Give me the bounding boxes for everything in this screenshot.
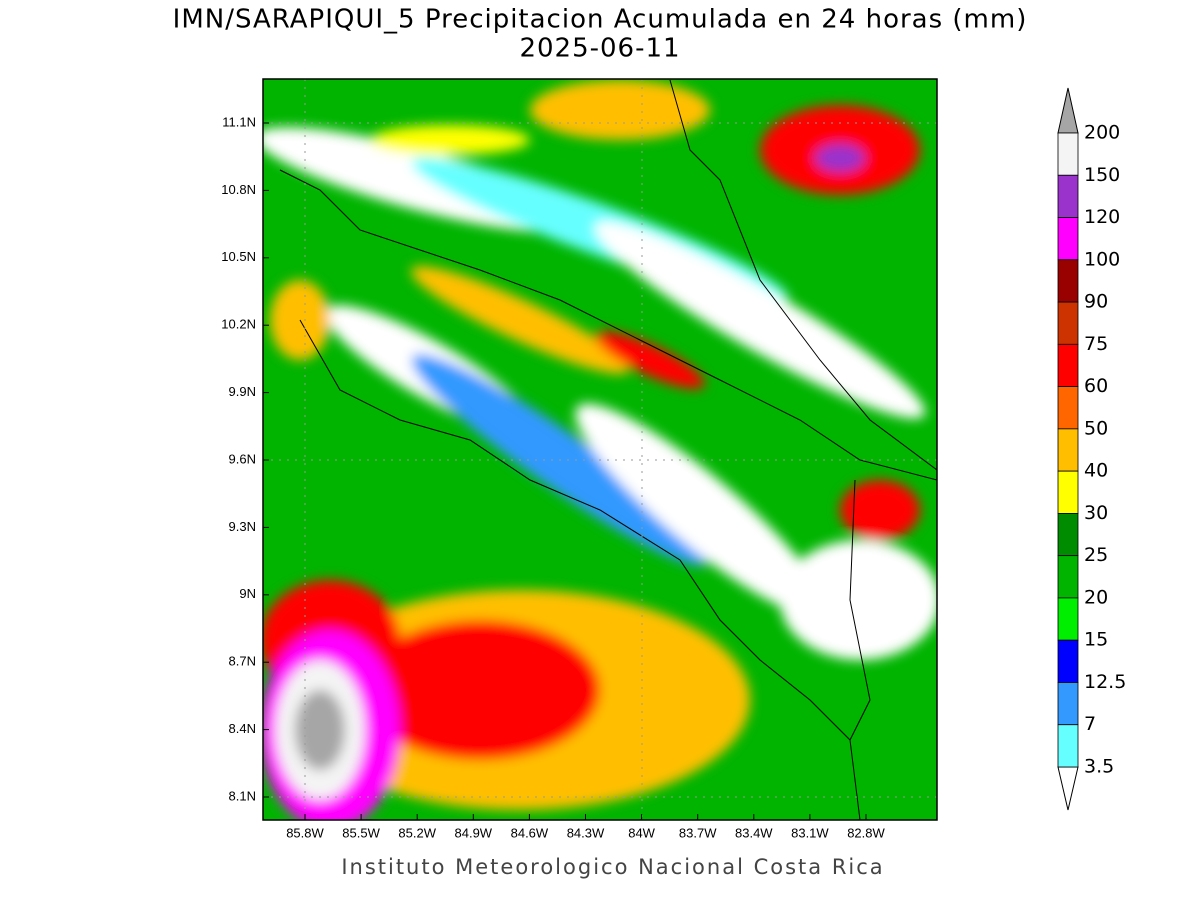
colorbar-box <box>1057 343 1079 388</box>
lon-tick-label: 85.2W <box>398 825 436 840</box>
lat-tick-label: 8.7N <box>229 654 256 669</box>
colorbar-box <box>1057 301 1079 345</box>
footer: Instituto Meteorologico Nacional Costa R… <box>341 855 884 879</box>
colorbar-over <box>1057 87 1079 134</box>
lon-tick-label: 83.7W <box>679 825 717 840</box>
colorbar-label: 40 <box>1084 460 1108 482</box>
lat-tick-label: 10.2N <box>221 317 256 332</box>
colorbar-label: 75 <box>1084 333 1108 355</box>
colorbar-box <box>1057 217 1079 261</box>
colorbar-label: 100 <box>1084 248 1120 270</box>
colorbar-label: 200 <box>1084 122 1120 144</box>
lat-tick-label: 9.6N <box>229 451 256 466</box>
precip-field <box>263 79 937 820</box>
lon-tick-label: 84.6W <box>511 825 549 840</box>
lat-tick-label: 9N <box>239 586 256 601</box>
colorbar-under <box>1057 766 1079 811</box>
title: IMN/SARAPIQUI_5 Precipitacion Acumulada … <box>173 5 1028 35</box>
subtitle: 2025-06-11 <box>519 34 680 64</box>
colorbar-label: 150 <box>1084 164 1120 186</box>
colorbar-label: 3.5 <box>1084 756 1114 778</box>
colorbar-box <box>1057 386 1079 430</box>
colorbar-label: 90 <box>1084 291 1108 313</box>
lat-tick-label: 8.4N <box>229 721 256 736</box>
lon-tick-label: 84.9W <box>455 825 493 840</box>
colorbar-box <box>1057 597 1079 641</box>
colorbar-label: 120 <box>1084 206 1120 228</box>
lon-tick-label: 82.8W <box>847 825 885 840</box>
colorbar-box <box>1057 682 1079 726</box>
lon-tick-label: 83.4W <box>735 825 773 840</box>
colorbar-label: 15 <box>1084 629 1108 651</box>
lon-tick-label: 83.1W <box>791 825 829 840</box>
colorbar-label: 60 <box>1084 375 1108 397</box>
colorbar-label: 30 <box>1084 502 1108 524</box>
lat-tick-label: 10.8N <box>221 182 256 197</box>
colorbar-box <box>1057 555 1079 599</box>
colorbar-box <box>1057 428 1079 472</box>
colorbar-box <box>1057 259 1079 303</box>
lat-tick-label: 10.5N <box>221 249 256 264</box>
colorbar-box <box>1057 174 1079 218</box>
colorbar-box <box>1057 132 1079 176</box>
colorbar-box <box>1057 513 1079 557</box>
colorbar-box <box>1057 724 1079 768</box>
lon-tick-label: 84.3W <box>567 825 605 840</box>
lon-tick-label: 84W <box>628 825 655 840</box>
lat-tick-label: 11.1N <box>222 114 256 129</box>
lat-tick-label: 9.9N <box>229 384 256 399</box>
lat-tick-label: 8.1N <box>229 788 256 803</box>
colorbar-label: 25 <box>1084 544 1108 566</box>
colorbar-box <box>1057 639 1079 683</box>
colorbar-label: 7 <box>1084 713 1096 735</box>
colorbar-label: 20 <box>1084 586 1108 608</box>
lon-tick-label: 85.5W <box>342 825 380 840</box>
lat-tick-label: 9.3N <box>229 519 256 534</box>
colorbar-label: 50 <box>1084 417 1108 439</box>
map-frame <box>262 78 938 821</box>
colorbar-box <box>1057 470 1079 514</box>
lon-tick-label: 85.8W <box>286 825 324 840</box>
colorbar-label: 12.5 <box>1084 671 1126 693</box>
